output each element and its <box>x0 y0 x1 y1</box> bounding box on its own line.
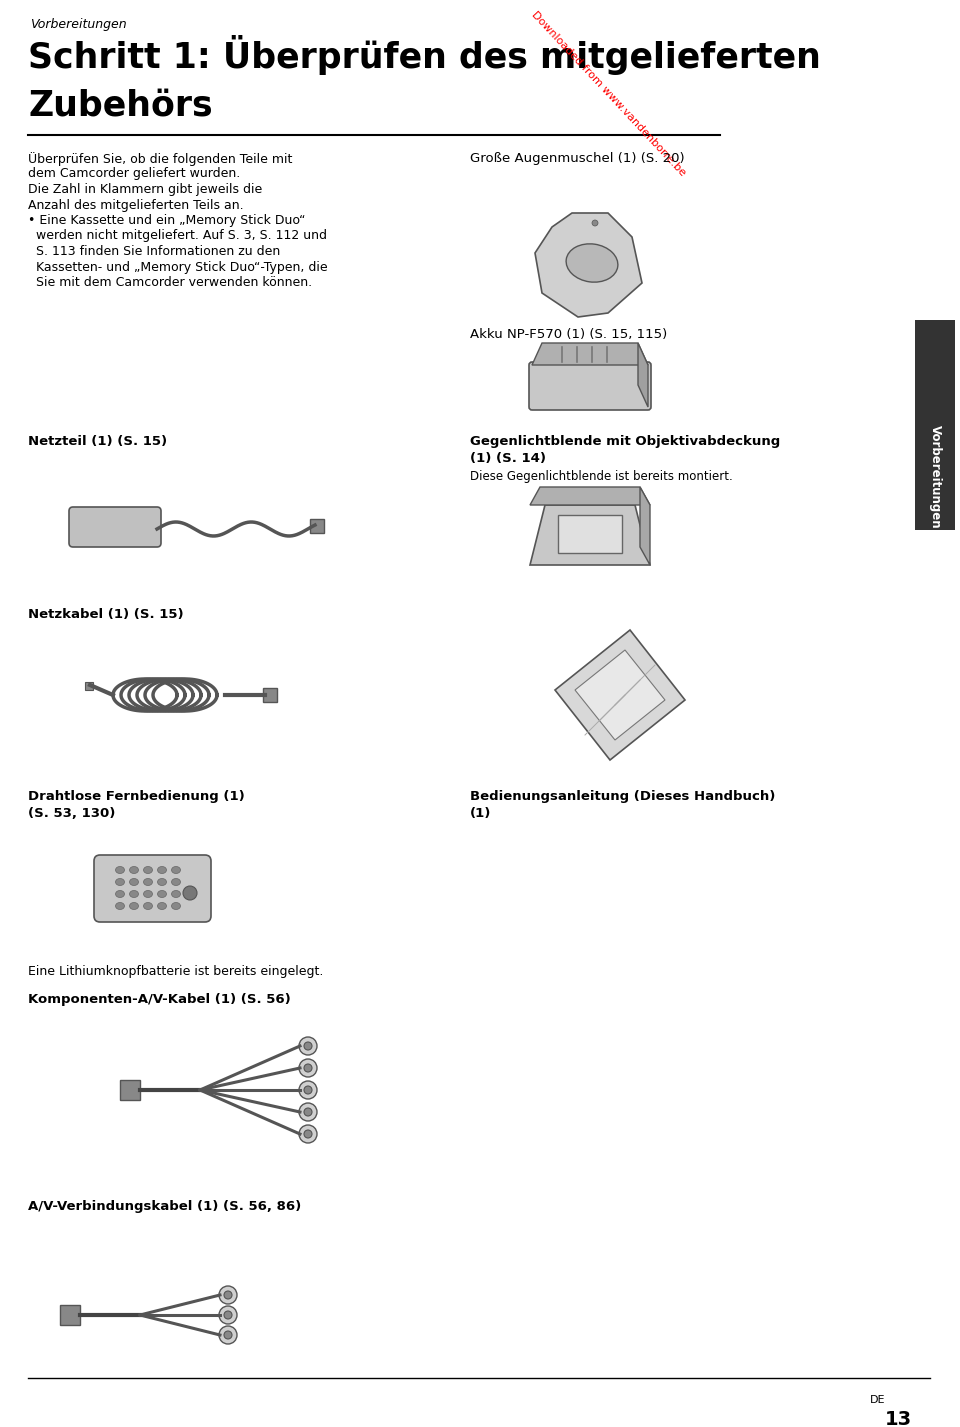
Bar <box>558 515 622 554</box>
Circle shape <box>304 1042 312 1050</box>
Ellipse shape <box>157 879 166 886</box>
Circle shape <box>224 1311 232 1319</box>
Ellipse shape <box>143 902 153 909</box>
Text: Anzahl des mitgelieferten Teils an.: Anzahl des mitgelieferten Teils an. <box>28 198 244 211</box>
Ellipse shape <box>143 879 153 886</box>
Ellipse shape <box>157 866 166 873</box>
Polygon shape <box>640 487 650 565</box>
Circle shape <box>299 1124 317 1143</box>
FancyBboxPatch shape <box>94 855 211 922</box>
Ellipse shape <box>172 890 180 898</box>
Text: Netzkabel (1) (S. 15): Netzkabel (1) (S. 15) <box>28 608 183 621</box>
Circle shape <box>299 1082 317 1099</box>
Ellipse shape <box>172 866 180 873</box>
Text: Gegenlichtblende mit Objektivabdeckung: Gegenlichtblende mit Objektivabdeckung <box>470 435 780 448</box>
Ellipse shape <box>172 879 180 886</box>
Text: Netzteil (1) (S. 15): Netzteil (1) (S. 15) <box>28 435 167 448</box>
Ellipse shape <box>115 879 125 886</box>
Text: dem Camcorder geliefert wurden.: dem Camcorder geliefert wurden. <box>28 167 240 180</box>
Circle shape <box>304 1065 312 1072</box>
Polygon shape <box>535 213 642 317</box>
Ellipse shape <box>172 902 180 909</box>
Text: Downloaded from www.vandenborre.be: Downloaded from www.vandenborre.be <box>530 10 688 178</box>
Circle shape <box>592 220 598 225</box>
Ellipse shape <box>115 902 125 909</box>
Text: (1) (S. 14): (1) (S. 14) <box>470 452 546 465</box>
Polygon shape <box>555 629 685 761</box>
Ellipse shape <box>130 866 138 873</box>
Circle shape <box>224 1331 232 1339</box>
Ellipse shape <box>130 879 138 886</box>
Bar <box>310 519 324 534</box>
Ellipse shape <box>566 244 618 283</box>
Bar <box>85 682 93 691</box>
Bar <box>915 320 955 529</box>
Text: • Eine Kassette und ein „Memory Stick Duo“: • Eine Kassette und ein „Memory Stick Du… <box>28 214 305 227</box>
Ellipse shape <box>183 886 197 900</box>
Text: Bedienungsanleitung (Dieses Handbuch): Bedienungsanleitung (Dieses Handbuch) <box>470 791 776 803</box>
Polygon shape <box>530 505 650 565</box>
Text: Drahtlose Fernbedienung (1): Drahtlose Fernbedienung (1) <box>28 791 245 803</box>
Ellipse shape <box>143 866 153 873</box>
Text: Sie mit dem Camcorder verwenden können.: Sie mit dem Camcorder verwenden können. <box>28 275 312 290</box>
Text: Diese Gegenlichtblende ist bereits montiert.: Diese Gegenlichtblende ist bereits monti… <box>470 469 732 482</box>
Text: S. 113 finden Sie Informationen zu den: S. 113 finden Sie Informationen zu den <box>28 245 280 258</box>
Text: Akku NP-F570 (1) (S. 15, 115): Akku NP-F570 (1) (S. 15, 115) <box>470 328 667 341</box>
Text: Eine Lithiumknopfbatterie ist bereits eingelegt.: Eine Lithiumknopfbatterie ist bereits ei… <box>28 965 324 977</box>
Ellipse shape <box>130 890 138 898</box>
Bar <box>60 1306 80 1326</box>
Ellipse shape <box>143 890 153 898</box>
Text: Große Augenmuschel (1) (S. 20): Große Augenmuschel (1) (S. 20) <box>470 153 684 166</box>
Text: Kassetten- und „Memory Stick Duo“-Typen, die: Kassetten- und „Memory Stick Duo“-Typen,… <box>28 261 327 274</box>
Bar <box>120 1080 140 1100</box>
Text: Die Zahl in Klammern gibt jeweils die: Die Zahl in Klammern gibt jeweils die <box>28 183 262 195</box>
Text: DE: DE <box>870 1396 885 1406</box>
Text: Komponenten-A/V-Kabel (1) (S. 56): Komponenten-A/V-Kabel (1) (S. 56) <box>28 993 291 1006</box>
Polygon shape <box>532 342 648 365</box>
Ellipse shape <box>115 866 125 873</box>
Polygon shape <box>638 342 648 407</box>
Ellipse shape <box>157 902 166 909</box>
Circle shape <box>299 1103 317 1122</box>
Circle shape <box>299 1037 317 1055</box>
Circle shape <box>219 1326 237 1344</box>
Text: Überprüfen Sie, ob die folgenden Teile mit: Überprüfen Sie, ob die folgenden Teile m… <box>28 153 293 166</box>
Circle shape <box>224 1291 232 1299</box>
Text: A/V-Verbindungskabel (1) (S. 56, 86): A/V-Verbindungskabel (1) (S. 56, 86) <box>28 1200 301 1213</box>
Ellipse shape <box>157 890 166 898</box>
Circle shape <box>304 1130 312 1137</box>
Circle shape <box>299 1059 317 1077</box>
Text: Schritt 1: Überprüfen des mitgelieferten: Schritt 1: Überprüfen des mitgelieferten <box>28 36 821 76</box>
Text: Vorbereitungen: Vorbereitungen <box>928 425 942 528</box>
Text: Zubehörs: Zubehörs <box>28 88 212 121</box>
Text: Vorbereitungen: Vorbereitungen <box>30 19 127 31</box>
Polygon shape <box>575 651 665 741</box>
FancyBboxPatch shape <box>529 362 651 410</box>
Text: (S. 53, 130): (S. 53, 130) <box>28 808 115 821</box>
Polygon shape <box>530 487 650 505</box>
FancyBboxPatch shape <box>69 507 161 547</box>
Ellipse shape <box>130 902 138 909</box>
Ellipse shape <box>115 890 125 898</box>
Circle shape <box>304 1086 312 1095</box>
Text: 13: 13 <box>885 1410 912 1427</box>
Text: (1): (1) <box>470 808 492 821</box>
Circle shape <box>304 1107 312 1116</box>
Circle shape <box>219 1306 237 1324</box>
Bar <box>263 688 277 702</box>
Circle shape <box>219 1286 237 1304</box>
Text: werden nicht mitgeliefert. Auf S. 3, S. 112 und: werden nicht mitgeliefert. Auf S. 3, S. … <box>28 230 327 243</box>
